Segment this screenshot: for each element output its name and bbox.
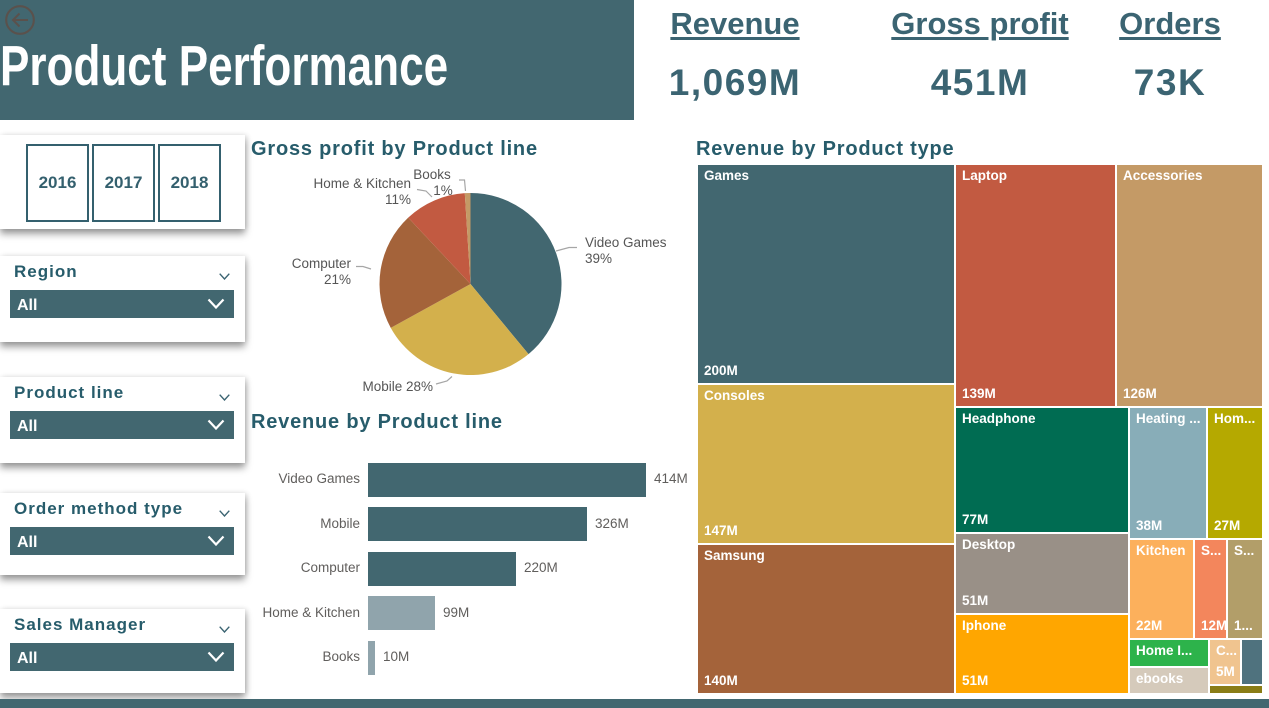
svg-text:Computer: Computer: [292, 256, 352, 271]
svg-text:39%: 39%: [585, 251, 612, 266]
svg-text:Video Games: Video Games: [585, 235, 667, 250]
svg-text:1%: 1%: [433, 183, 453, 198]
svg-text:21%: 21%: [324, 272, 351, 287]
svg-text:11%: 11%: [385, 192, 411, 207]
svg-text:Mobile 28%: Mobile 28%: [362, 379, 433, 394]
svg-text:Home & Kitchen: Home & Kitchen: [313, 176, 411, 191]
svg-text:Books: Books: [413, 167, 451, 182]
